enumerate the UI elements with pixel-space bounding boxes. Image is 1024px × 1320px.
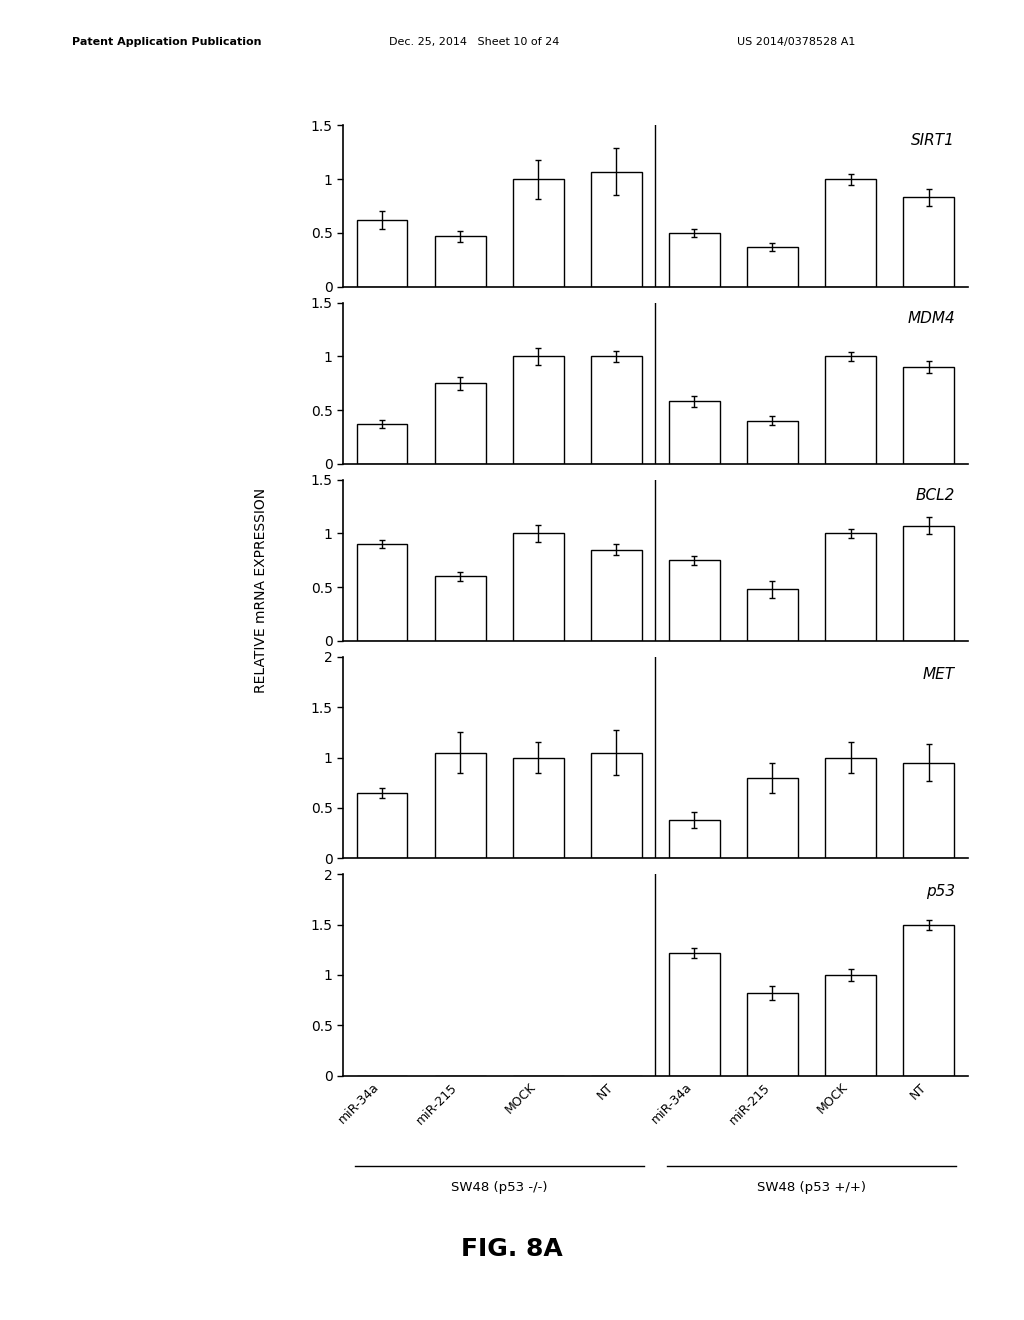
Text: Patent Application Publication: Patent Application Publication: [72, 37, 261, 48]
Bar: [669, 820, 720, 858]
Bar: [748, 589, 798, 642]
Bar: [825, 180, 876, 286]
Bar: [435, 577, 485, 642]
Bar: [356, 424, 408, 463]
Text: MET: MET: [923, 667, 955, 682]
Bar: [903, 763, 954, 858]
Bar: [903, 198, 954, 286]
Bar: [513, 758, 563, 858]
Bar: [748, 777, 798, 858]
Bar: [591, 752, 642, 858]
Bar: [748, 421, 798, 463]
Bar: [669, 953, 720, 1076]
Bar: [669, 232, 720, 286]
Text: MDM4: MDM4: [907, 310, 955, 326]
Bar: [435, 383, 485, 463]
Bar: [591, 172, 642, 286]
Bar: [748, 247, 798, 286]
Bar: [513, 533, 563, 642]
Bar: [903, 525, 954, 642]
Bar: [903, 367, 954, 463]
Text: RELATIVE mRNA EXPRESSION: RELATIVE mRNA EXPRESSION: [254, 488, 268, 693]
Bar: [591, 356, 642, 463]
Text: SIRT1: SIRT1: [911, 133, 955, 148]
Text: p53: p53: [926, 884, 955, 899]
Bar: [513, 180, 563, 286]
Bar: [825, 975, 876, 1076]
Text: Dec. 25, 2014   Sheet 10 of 24: Dec. 25, 2014 Sheet 10 of 24: [389, 37, 559, 48]
Bar: [825, 758, 876, 858]
Bar: [825, 356, 876, 463]
Bar: [748, 993, 798, 1076]
Text: US 2014/0378528 A1: US 2014/0378528 A1: [737, 37, 856, 48]
Bar: [435, 752, 485, 858]
Text: FIG. 8A: FIG. 8A: [461, 1237, 563, 1261]
Bar: [356, 793, 408, 858]
Bar: [356, 544, 408, 642]
Bar: [513, 356, 563, 463]
Bar: [435, 236, 485, 286]
Bar: [356, 220, 408, 286]
Bar: [669, 560, 720, 642]
Bar: [903, 924, 954, 1076]
Bar: [669, 401, 720, 463]
Bar: [591, 549, 642, 642]
Text: SW48 (p53 +/+): SW48 (p53 +/+): [757, 1181, 866, 1195]
Bar: [825, 533, 876, 642]
Text: SW48 (p53 -/-): SW48 (p53 -/-): [451, 1181, 548, 1195]
Text: BCL2: BCL2: [915, 487, 955, 503]
